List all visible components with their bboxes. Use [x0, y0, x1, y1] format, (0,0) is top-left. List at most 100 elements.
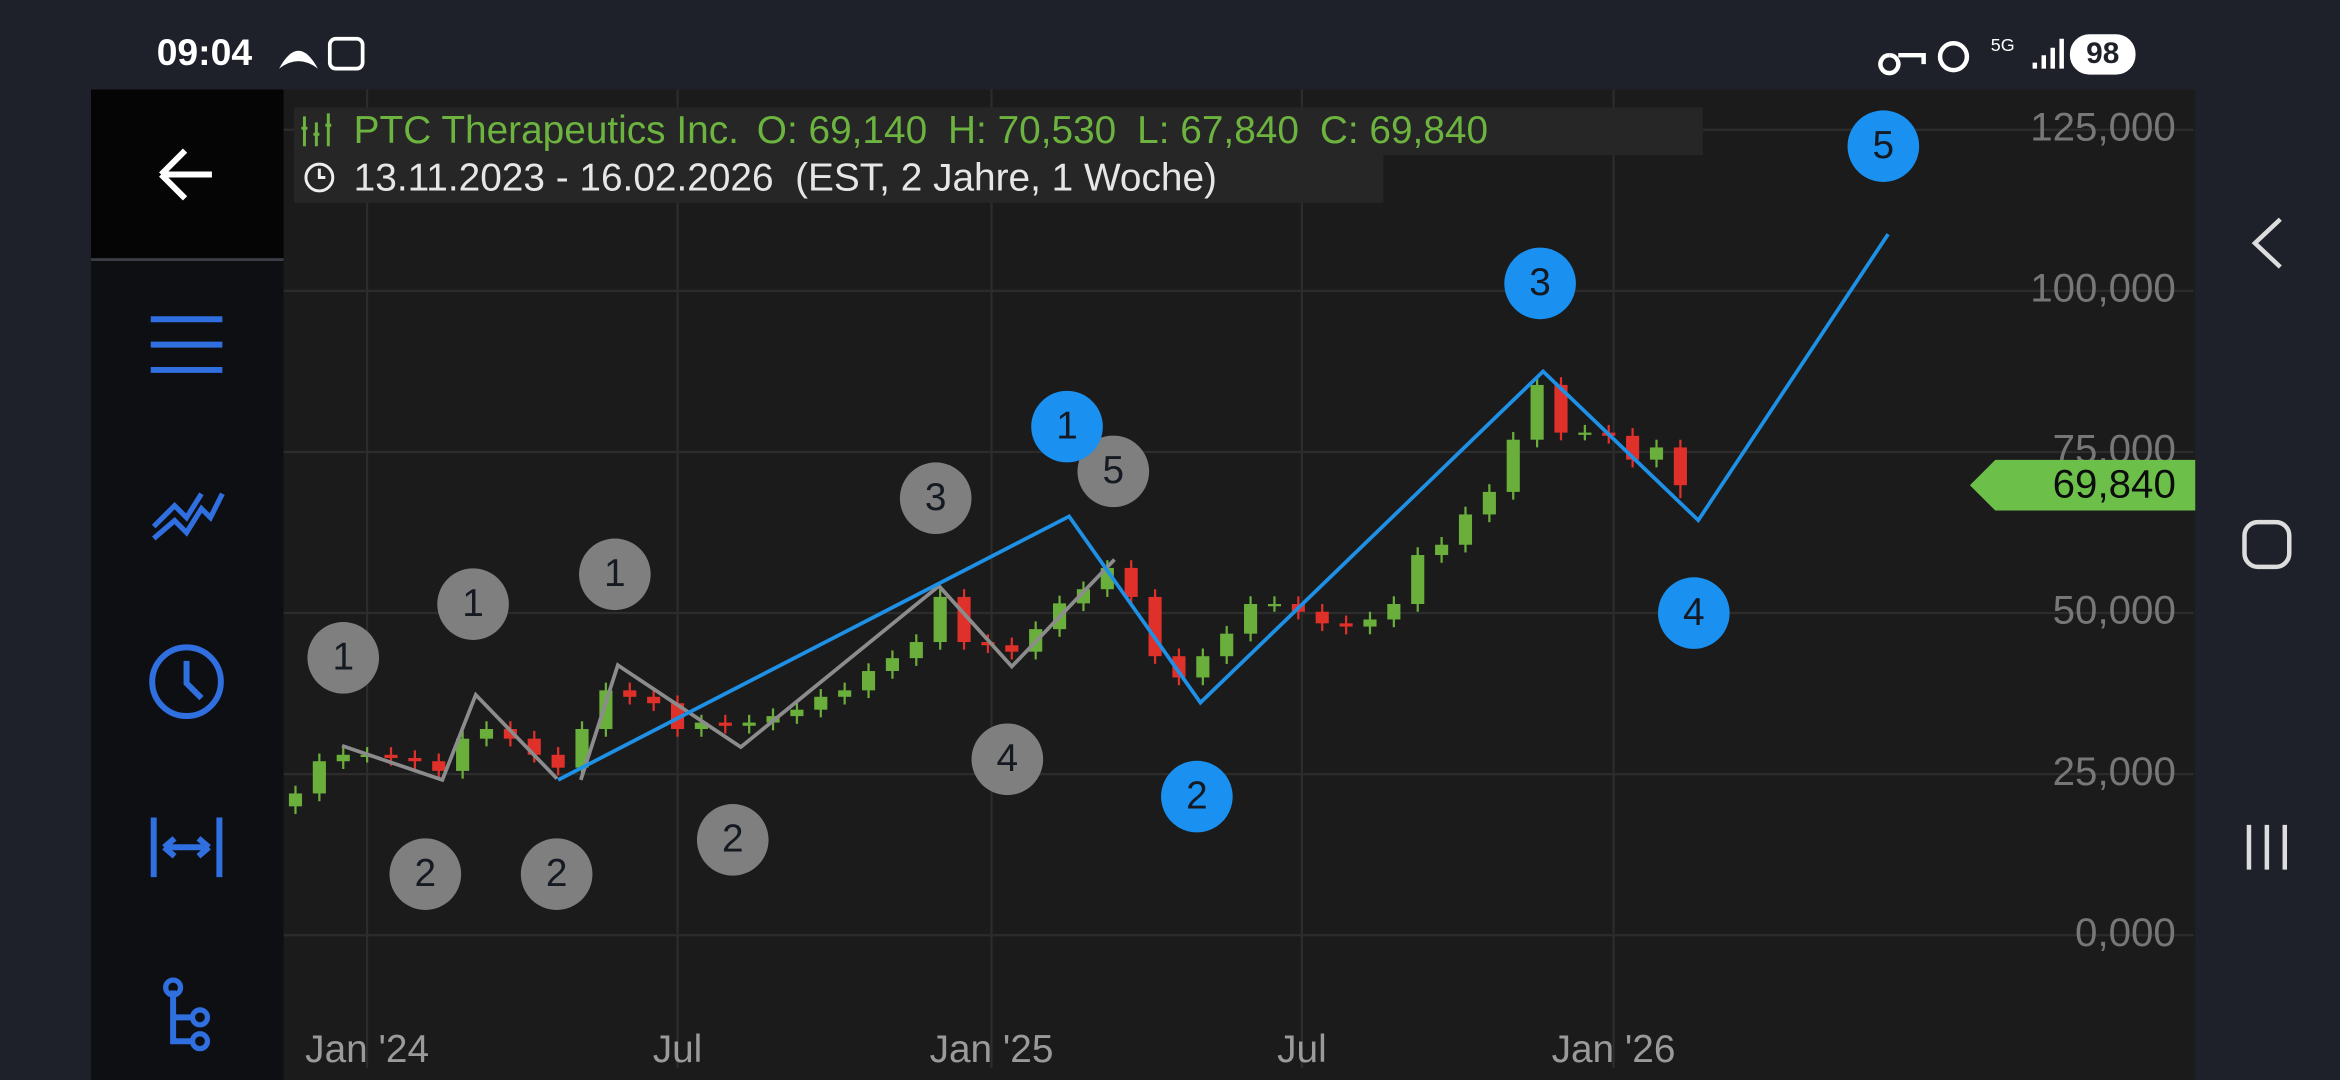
y-tick-label: 50,000 [2053, 588, 2176, 633]
ohlc: H: 70,530 [948, 109, 1116, 152]
candle-body [1267, 604, 1282, 607]
nav-back[interactable] [2251, 217, 2282, 269]
signal-icon [2032, 38, 2064, 69]
wave-label: 4 [997, 737, 1019, 780]
x-tick-label: Jul [1277, 1028, 1327, 1071]
header-bg [293, 155, 1384, 203]
wave-line [341, 691, 559, 783]
y-tick-label: 25,000 [2053, 749, 2176, 794]
wave-label: 2 [415, 852, 437, 895]
candle-body [384, 754, 398, 759]
wave-label: 1 [604, 552, 626, 595]
candle-body [623, 690, 637, 697]
time-button[interactable] [149, 644, 224, 720]
candle-body [312, 761, 326, 794]
candle-body [1124, 567, 1138, 597]
wave-line [579, 558, 1116, 781]
candle-body [1673, 447, 1687, 486]
ohlc: C: 69,840 [1320, 109, 1488, 152]
candle-body [575, 729, 589, 768]
indicator-button[interactable] [151, 492, 225, 541]
candle-body [432, 761, 446, 771]
y-tick-label: 100,000 [2030, 266, 2176, 311]
wave-label-badge [579, 538, 651, 611]
candle-body [718, 722, 732, 726]
candle-icon [301, 113, 332, 147]
x-tick-label: Jan '24 [305, 1028, 429, 1071]
chart: 0,00025,00050,00075,000100,000125,000Jan… [283, 89, 2196, 1071]
clock-icon [317, 168, 326, 180]
candle-body [1530, 384, 1544, 440]
y-tick-label: 125,000 [2030, 104, 2176, 149]
wave-label-badge [1077, 435, 1150, 508]
wave-line [557, 233, 1890, 782]
wave-label: 5 [1873, 124, 1895, 167]
candle-body [1578, 432, 1592, 435]
wave-label-badge [1031, 390, 1103, 463]
wave-label: 1 [1056, 404, 1078, 447]
candle-body [1315, 611, 1329, 624]
menu-button[interactable] [150, 316, 223, 373]
candle-body [599, 690, 613, 730]
candle-body [694, 722, 708, 730]
candle-body [861, 671, 876, 691]
drawing-tools-node [163, 977, 184, 998]
nav-recents[interactable] [2246, 824, 2288, 870]
drawing-tools-button[interactable] [170, 990, 192, 1045]
wave-label-badge [696, 804, 769, 876]
key-icon [1878, 52, 1926, 76]
range-button[interactable] [150, 817, 223, 878]
wave-label-badge [1504, 247, 1576, 320]
candle-body [790, 709, 804, 717]
candle-body [1506, 439, 1520, 492]
last-price-tag [1969, 459, 2196, 511]
header-line: PTC Therapeutics Inc. O: 69,140 H: 70,530 L… [354, 109, 1488, 152]
candle-body [1244, 604, 1258, 634]
wave-label: 1 [462, 582, 484, 625]
x-tick-label: Jan '26 [1552, 1028, 1676, 1071]
candle-body [1387, 604, 1401, 620]
status-icon [327, 36, 365, 71]
wave-label-badge [1657, 577, 1730, 649]
battery [2069, 34, 2136, 75]
candle-body [1554, 384, 1568, 433]
ohlc: L: 67,840 [1137, 109, 1299, 152]
wave-label: 2 [546, 852, 568, 895]
x-tick-label: Jan '25 [930, 1028, 1054, 1071]
wave-label-badge [389, 838, 462, 910]
battery-level: 98 [2086, 37, 2119, 70]
candle-body [1482, 491, 1496, 515]
candle-body [1339, 623, 1353, 627]
wave-label: 2 [722, 818, 744, 861]
candle-body [933, 596, 947, 643]
network: 5G [1991, 35, 2015, 55]
back-button[interactable] [159, 148, 212, 201]
candle-body [1458, 514, 1473, 545]
wave-label: 4 [1683, 591, 1705, 634]
last-price-label: 69,840 [2053, 461, 2176, 506]
wave-label-badge [899, 462, 972, 535]
nav-home[interactable] [2242, 519, 2292, 570]
date-range: 13.11.2023 - 16.02.2026 (EST, 2 Jahre, 1… [354, 157, 1217, 200]
candle-body [1172, 656, 1186, 678]
candle-body [408, 758, 422, 762]
wave-label: 3 [925, 476, 947, 519]
drawing-tools-node [189, 1031, 211, 1052]
candle-body [670, 703, 685, 730]
candle-body [1196, 656, 1210, 678]
wave-label-badge [307, 622, 380, 694]
candle-body [551, 754, 565, 768]
wave-label-badge [1847, 110, 1920, 182]
wave-label-badge [437, 568, 509, 640]
ohlc: O: 69,140 [757, 109, 927, 152]
candle-body [814, 696, 828, 710]
chart-area [283, 89, 2196, 1080]
candle-body [1220, 633, 1234, 657]
header-bg [293, 107, 1703, 156]
clock-icon [304, 162, 335, 193]
candle-body [838, 690, 852, 697]
drawing-tools-node [189, 1007, 211, 1028]
candle-body [647, 696, 661, 704]
time-button-hand [183, 660, 204, 701]
candle-body [1363, 619, 1377, 627]
